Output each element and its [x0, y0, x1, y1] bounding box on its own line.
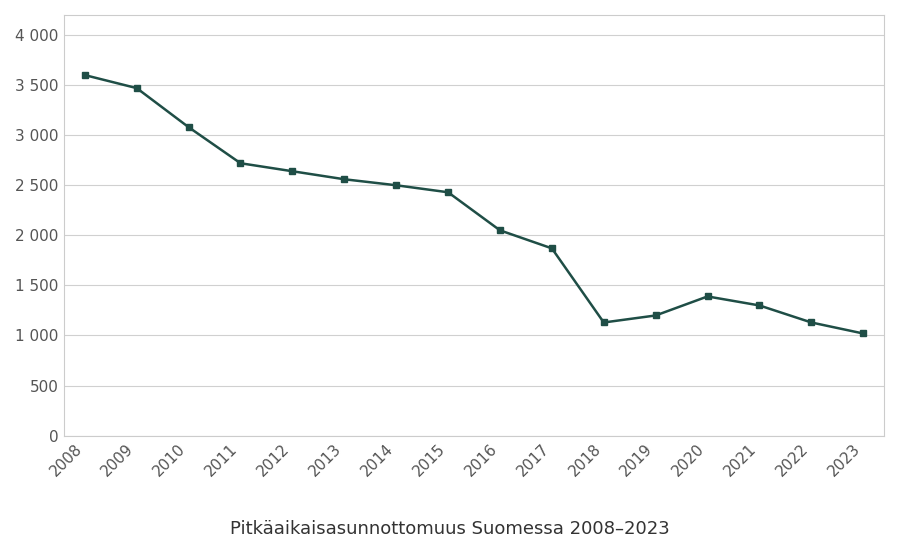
Text: Pitkäaikaisasunnottomuus Suomessa 2008–2023: Pitkäaikaisasunnottomuus Suomessa 2008–2…	[229, 520, 670, 538]
